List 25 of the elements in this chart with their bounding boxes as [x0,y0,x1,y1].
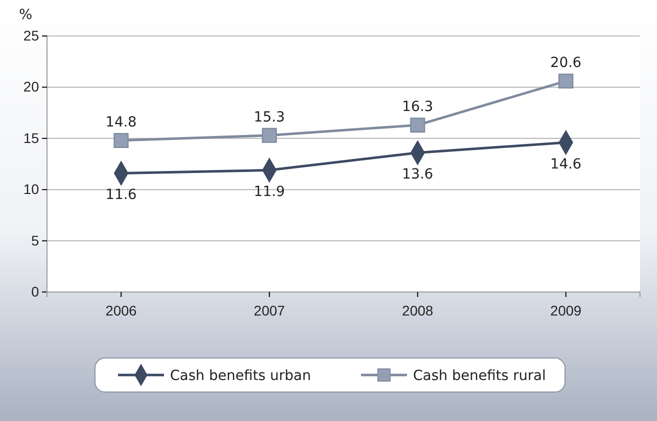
point [410,118,426,133]
data-label: 14.6 [550,156,582,172]
data-label: 20.6 [550,55,582,72]
point [262,128,277,143]
x-tick-label: 2007 [254,302,286,318]
y-tick-label: 10 [23,181,40,198]
data-label: 11.9 [254,184,285,200]
point [114,132,129,148]
data-label: 15.3 [254,109,285,126]
y-tick-label: 0 [31,283,40,300]
y-tick-label: 20 [23,78,40,95]
data-label: 16.3 [402,99,434,116]
data-label: 14.8 [106,114,137,130]
y-axis-title: % [19,7,32,23]
data-label: 13.6 [402,166,434,183]
y-tick-label: 25 [23,27,40,44]
legend-label: Cash benefits rural [412,368,546,384]
x-tick-label: 2008 [402,302,434,318]
y-tick-label: 5 [31,232,40,248]
y-tick-label: 15 [23,130,40,146]
x-tick-label: 2009 [550,302,582,318]
point [558,74,574,89]
data-label: 11.6 [106,187,137,204]
legend-label: Cash benefits urban [170,368,311,384]
x-tick-label: 2006 [106,302,137,318]
